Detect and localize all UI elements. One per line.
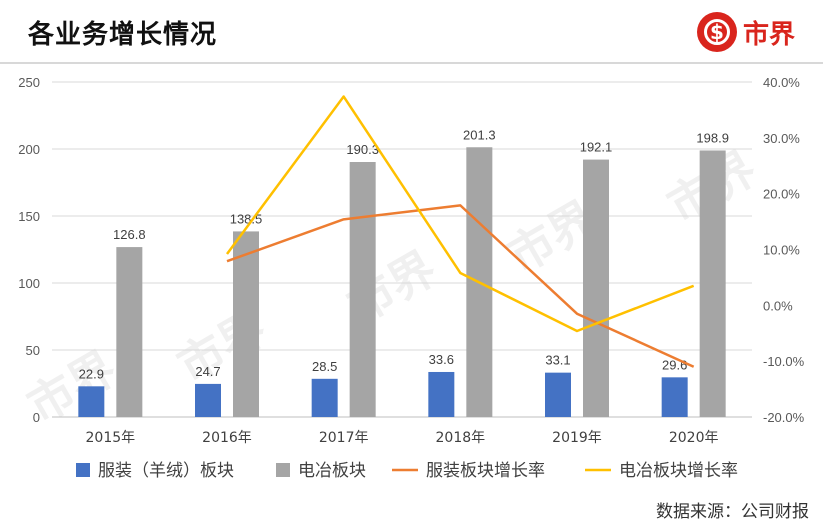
header: 各业务增长情况 市界: [0, 0, 823, 62]
brand-logo-icon: [696, 12, 737, 52]
x-tick-label: 2017年: [319, 430, 369, 446]
title-divider: [0, 62, 823, 64]
brand-name: 市界: [742, 19, 795, 50]
bar: [545, 372, 571, 417]
bar-data-label: 33.6: [429, 352, 454, 367]
bar-data-label: 22.9: [79, 366, 104, 381]
bar: [233, 231, 259, 417]
legend-label: 电冶板块: [298, 461, 366, 481]
y-left-tick-label: 100: [18, 276, 40, 291]
x-tick-label: 2015年: [86, 430, 136, 446]
legend-swatch: [76, 463, 90, 477]
y-right-tick-label: 10.0%: [763, 243, 800, 258]
bar: [661, 377, 688, 417]
bar-data-label: 33.1: [545, 353, 570, 368]
y-right-tick-label: 30.0%: [763, 131, 800, 146]
series-line: [226, 204, 695, 368]
bar: [699, 150, 726, 417]
y-right-tick-label: 20.0%: [763, 187, 800, 202]
bar-data-label: 24.7: [195, 364, 220, 379]
bar-data-label: 28.5: [312, 359, 337, 374]
bar: [78, 386, 105, 417]
legend-label: 服装板块增长率: [426, 461, 545, 481]
bar: [349, 161, 376, 417]
bar-data-label: 201.3: [463, 127, 496, 142]
bar-data-label: 138.5: [230, 211, 263, 226]
watermark: 市界: [169, 301, 276, 394]
y-left-tick-label: 150: [18, 209, 40, 224]
brand: 市界: [696, 12, 795, 52]
y-right-tick-label: 0.0%: [763, 298, 793, 313]
bar: [195, 383, 221, 417]
bar: [583, 159, 609, 417]
y-left-tick-label: 250: [18, 75, 40, 90]
y-left-tick-label: 200: [18, 142, 40, 157]
legend-swatch: [276, 463, 290, 477]
bar: [428, 371, 455, 417]
page-title: 各业务增长情况: [28, 20, 218, 50]
bar-data-label: 126.8: [113, 227, 146, 242]
y-right-tick-label: -20.0%: [763, 410, 805, 425]
bar-data-label: 29.6: [662, 357, 687, 372]
source-note: 数据来源：公司财报: [656, 502, 809, 522]
bar-data-label: 192.1: [580, 140, 613, 155]
y-right-tick-label: -10.0%: [763, 354, 805, 369]
x-tick-label: 2018年: [436, 430, 486, 446]
series-line: [225, 95, 695, 333]
bar: [116, 247, 143, 417]
x-tick-label: 2016年: [202, 430, 252, 446]
bar: [311, 378, 338, 417]
bar-data-label: 190.3: [346, 142, 379, 157]
bar-data-label: 198.9: [696, 130, 729, 145]
y-left-tick-label: 0: [33, 410, 40, 425]
legend-label: 电冶板块增长率: [619, 461, 738, 481]
y-right-tick-label: 40.0%: [763, 75, 800, 90]
x-tick-label: 2020年: [669, 430, 719, 446]
combo-chart: 市界市界市界市界市界050100150200250-20.0%-10.0%0.0…: [18, 75, 805, 481]
x-tick-label: 2019年: [552, 430, 602, 446]
y-left-tick-label: 50: [26, 343, 40, 358]
legend-label: 服装（羊绒）板块: [98, 461, 234, 481]
